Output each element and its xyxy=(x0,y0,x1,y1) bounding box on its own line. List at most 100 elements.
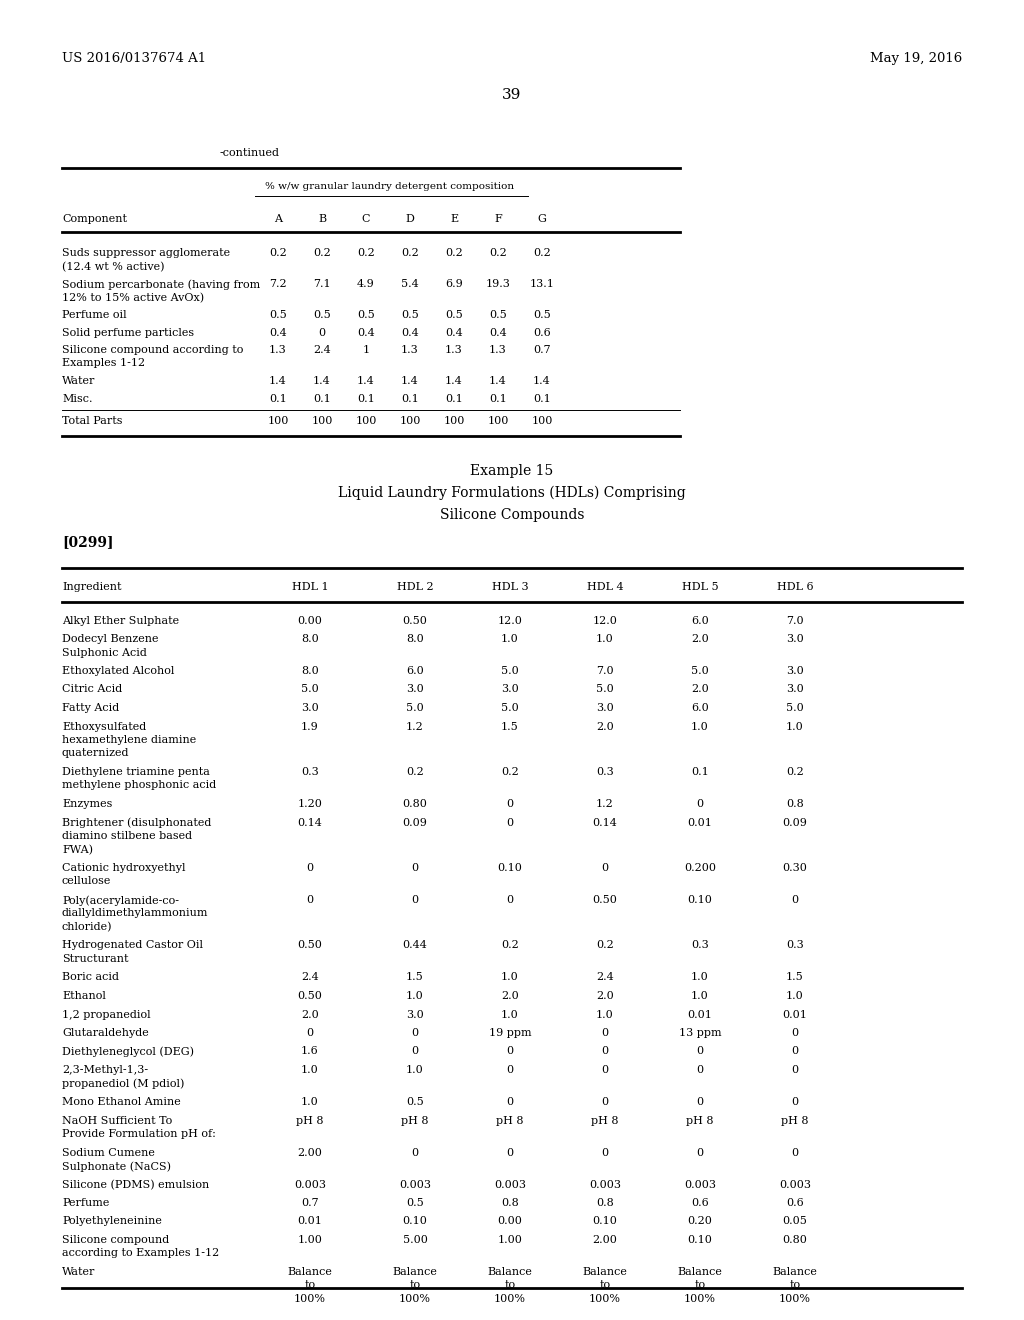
Text: 100: 100 xyxy=(311,416,333,426)
Text: 0.30: 0.30 xyxy=(782,863,808,873)
Text: Polyethyleneinine: Polyethyleneinine xyxy=(62,1217,162,1226)
Text: HDL 6: HDL 6 xyxy=(776,582,813,591)
Text: 1.3: 1.3 xyxy=(269,345,287,355)
Text: 0.3: 0.3 xyxy=(691,940,709,950)
Text: 0.50: 0.50 xyxy=(298,940,323,950)
Text: Total Parts: Total Parts xyxy=(62,416,123,426)
Text: Balance: Balance xyxy=(288,1267,333,1276)
Text: 39: 39 xyxy=(503,88,521,102)
Text: 0: 0 xyxy=(318,327,326,338)
Text: Ethoxylated Alcohol: Ethoxylated Alcohol xyxy=(62,667,174,676)
Text: pH 8: pH 8 xyxy=(781,1115,809,1126)
Text: 100: 100 xyxy=(443,416,465,426)
Text: 0.00: 0.00 xyxy=(298,615,323,626)
Text: FWA): FWA) xyxy=(62,845,93,855)
Text: 0.4: 0.4 xyxy=(357,327,375,338)
Text: Perfume oil: Perfume oil xyxy=(62,310,127,319)
Text: 0.2: 0.2 xyxy=(489,248,507,257)
Text: Sodium percarbonate (having from: Sodium percarbonate (having from xyxy=(62,279,260,289)
Text: 0.1: 0.1 xyxy=(269,393,287,404)
Text: 0.5: 0.5 xyxy=(313,310,331,319)
Text: 2.0: 2.0 xyxy=(596,722,613,731)
Text: 1.6: 1.6 xyxy=(301,1047,318,1056)
Text: 0.003: 0.003 xyxy=(684,1180,716,1189)
Text: 0.80: 0.80 xyxy=(782,1236,808,1245)
Text: 100%: 100% xyxy=(684,1294,716,1304)
Text: Glutaraldehyde: Glutaraldehyde xyxy=(62,1028,148,1038)
Text: 7.2: 7.2 xyxy=(269,279,287,289)
Text: 1.20: 1.20 xyxy=(298,799,323,809)
Text: to: to xyxy=(505,1280,515,1291)
Text: 0.01: 0.01 xyxy=(298,1217,323,1226)
Text: Example 15: Example 15 xyxy=(470,463,554,478)
Text: Sulphonate (NaCS): Sulphonate (NaCS) xyxy=(62,1162,171,1172)
Text: Cationic hydroxyethyl: Cationic hydroxyethyl xyxy=(62,863,185,873)
Text: methylene phosphonic acid: methylene phosphonic acid xyxy=(62,780,216,791)
Text: 2,3-Methyl-1,3-: 2,3-Methyl-1,3- xyxy=(62,1065,148,1074)
Text: 4.9: 4.9 xyxy=(357,279,375,289)
Text: 3.0: 3.0 xyxy=(301,704,318,713)
Text: 0.8: 0.8 xyxy=(501,1199,519,1208)
Text: Boric acid: Boric acid xyxy=(62,973,119,982)
Text: 0.14: 0.14 xyxy=(593,817,617,828)
Text: 1.2: 1.2 xyxy=(596,799,613,809)
Text: 0: 0 xyxy=(507,895,514,906)
Text: 1.0: 1.0 xyxy=(301,1097,318,1107)
Text: 0.2: 0.2 xyxy=(501,767,519,777)
Text: 0.2: 0.2 xyxy=(269,248,287,257)
Text: 1.4: 1.4 xyxy=(489,376,507,385)
Text: 100: 100 xyxy=(487,416,509,426)
Text: A: A xyxy=(274,214,282,224)
Text: 0.003: 0.003 xyxy=(294,1180,326,1189)
Text: 0: 0 xyxy=(601,1147,608,1158)
Text: 100: 100 xyxy=(399,416,421,426)
Text: 5.0: 5.0 xyxy=(301,685,318,694)
Text: Component: Component xyxy=(62,214,127,224)
Text: 0.8: 0.8 xyxy=(786,799,804,809)
Text: HDL 2: HDL 2 xyxy=(396,582,433,591)
Text: 0.5: 0.5 xyxy=(445,310,463,319)
Text: 1.0: 1.0 xyxy=(786,991,804,1001)
Text: 0.2: 0.2 xyxy=(313,248,331,257)
Text: Silicone Compounds: Silicone Compounds xyxy=(439,507,585,521)
Text: 0: 0 xyxy=(696,1147,703,1158)
Text: 100: 100 xyxy=(355,416,377,426)
Text: 2.0: 2.0 xyxy=(501,991,519,1001)
Text: Ingredient: Ingredient xyxy=(62,582,122,591)
Text: 1.4: 1.4 xyxy=(534,376,551,385)
Text: 0: 0 xyxy=(412,1047,419,1056)
Text: 0.4: 0.4 xyxy=(269,327,287,338)
Text: 100: 100 xyxy=(267,416,289,426)
Text: 0.4: 0.4 xyxy=(489,327,507,338)
Text: 0.2: 0.2 xyxy=(501,940,519,950)
Text: 0: 0 xyxy=(601,1047,608,1056)
Text: Diethyleneglycol (DEG): Diethyleneglycol (DEG) xyxy=(62,1047,194,1057)
Text: 0.003: 0.003 xyxy=(399,1180,431,1189)
Text: pH 8: pH 8 xyxy=(686,1115,714,1126)
Text: Solid perfume particles: Solid perfume particles xyxy=(62,327,195,338)
Text: Provide Formulation pH of:: Provide Formulation pH of: xyxy=(62,1129,216,1139)
Text: 0: 0 xyxy=(507,1097,514,1107)
Text: 0.05: 0.05 xyxy=(782,1217,808,1226)
Text: 8.0: 8.0 xyxy=(407,634,424,644)
Text: 0.10: 0.10 xyxy=(498,863,522,873)
Text: 6.0: 6.0 xyxy=(407,667,424,676)
Text: 1.0: 1.0 xyxy=(407,1065,424,1074)
Text: propanediol (M pdiol): propanediol (M pdiol) xyxy=(62,1078,184,1089)
Text: Silicone compound according to: Silicone compound according to xyxy=(62,345,244,355)
Text: Perfume: Perfume xyxy=(62,1199,110,1208)
Text: 1: 1 xyxy=(362,345,370,355)
Text: 0.10: 0.10 xyxy=(687,895,713,906)
Text: 0.2: 0.2 xyxy=(357,248,375,257)
Text: 0: 0 xyxy=(792,1047,799,1056)
Text: Suds suppressor agglomerate: Suds suppressor agglomerate xyxy=(62,248,230,257)
Text: 0: 0 xyxy=(601,863,608,873)
Text: pH 8: pH 8 xyxy=(497,1115,523,1126)
Text: 5.0: 5.0 xyxy=(786,704,804,713)
Text: 0.200: 0.200 xyxy=(684,863,716,873)
Text: diamino stilbene based: diamino stilbene based xyxy=(62,832,193,841)
Text: 0.6: 0.6 xyxy=(534,327,551,338)
Text: 0: 0 xyxy=(696,1047,703,1056)
Text: 0.01: 0.01 xyxy=(687,817,713,828)
Text: 2.00: 2.00 xyxy=(298,1147,323,1158)
